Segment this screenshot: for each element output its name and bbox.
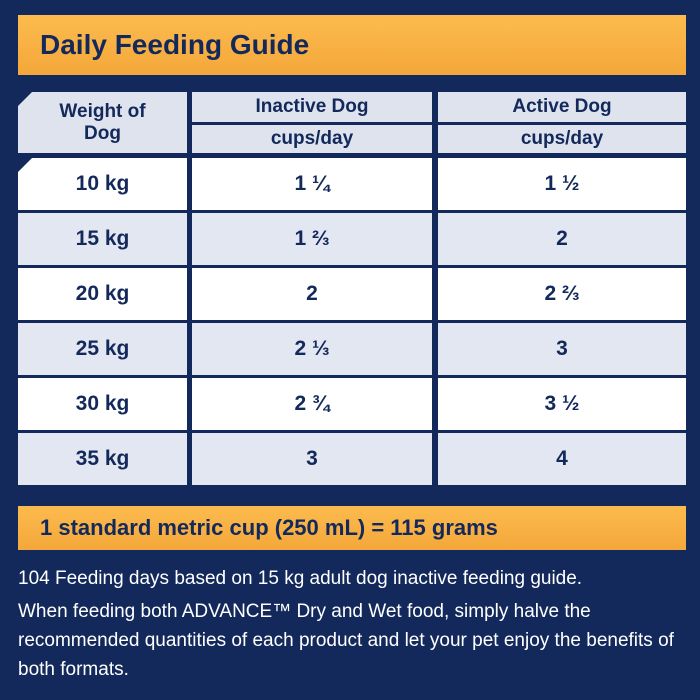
column-header: Weight of Dog <box>18 92 187 153</box>
row-header: 10 kg <box>18 158 187 210</box>
note: 104 Feeding days based on 15 kg adult do… <box>18 568 583 589</box>
column-header: Active Dog <box>438 92 686 122</box>
column-unit: cups/day <box>438 125 686 153</box>
row-header: 25 kg <box>18 323 187 375</box>
title-bar: Daily Feeding Guide <box>18 15 686 75</box>
table-cell: 1 ½ <box>438 158 686 210</box>
table-cell: 3 <box>438 323 686 375</box>
title: Daily Feeding Guide <box>40 29 310 60</box>
row-header: 35 kg <box>18 433 187 485</box>
table-cell: 2 ⅓ <box>192 323 432 375</box>
table-cell: 1 ¼ <box>192 158 432 210</box>
column-unit: cups/day <box>192 125 432 153</box>
row-header: 15 kg <box>18 213 187 265</box>
table-cell: 2 <box>192 268 432 320</box>
row-header: 30 kg <box>18 378 187 430</box>
table-cell: 3 ½ <box>438 378 686 430</box>
table-cell: 3 <box>192 433 432 485</box>
table-cell: 2 <box>438 213 686 265</box>
column-header: Inactive Dog <box>192 92 432 122</box>
cup-note: 1 standard metric cup (250 mL) = 115 gra… <box>40 515 498 540</box>
table-cell: 2 ⅔ <box>438 268 686 320</box>
cup-bar: 1 standard metric cup (250 mL) = 115 gra… <box>18 506 686 550</box>
table-cell: 1 ⅔ <box>192 213 432 265</box>
note: When feeding both ADVANCE™ Dry and Wet f… <box>18 601 674 680</box>
row-header: 20 kg <box>18 268 187 320</box>
table-cell: 4 <box>438 433 686 485</box>
table-cell: 2 ¾ <box>192 378 432 430</box>
